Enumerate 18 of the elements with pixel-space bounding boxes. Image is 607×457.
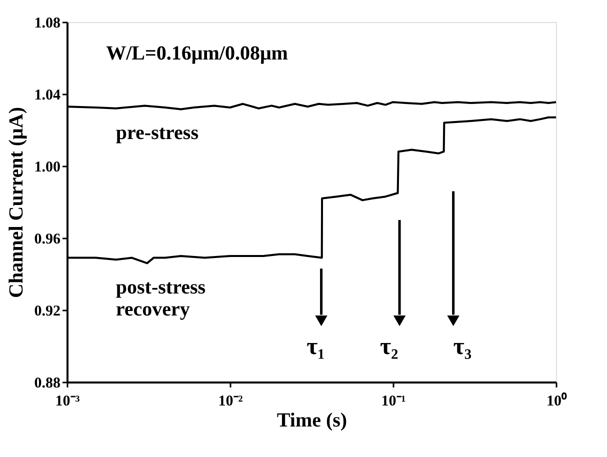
x-tick-label: 10⁰ (546, 392, 568, 410)
y-axis-title: Channel Current (μA) (5, 107, 28, 298)
annotation: τ₁ (306, 334, 325, 360)
annotation: pre-stress (116, 122, 199, 144)
annotation: τ₂ (380, 334, 398, 360)
annotation: post-stress recovery (116, 276, 206, 321)
y-tick-label: 0.88 (34, 376, 60, 392)
x-axis-title: Time (s) (276, 410, 348, 432)
x-tick-label: 10⁻³ (55, 394, 80, 410)
y-tick-label: 0.96 (34, 232, 61, 248)
x-tick-label: 10⁻² (218, 394, 244, 410)
y-tick-label: 1.04 (34, 88, 61, 104)
x-tick-label: 10⁻¹ (381, 394, 406, 410)
y-tick-label: 1.00 (34, 160, 60, 176)
annotation: τ₃ (453, 334, 472, 360)
y-tick-label: 1.08 (34, 16, 60, 32)
y-tick-label: 0.92 (34, 304, 60, 320)
annotation: W/L=0.16μm/0.08μm (106, 42, 288, 65)
